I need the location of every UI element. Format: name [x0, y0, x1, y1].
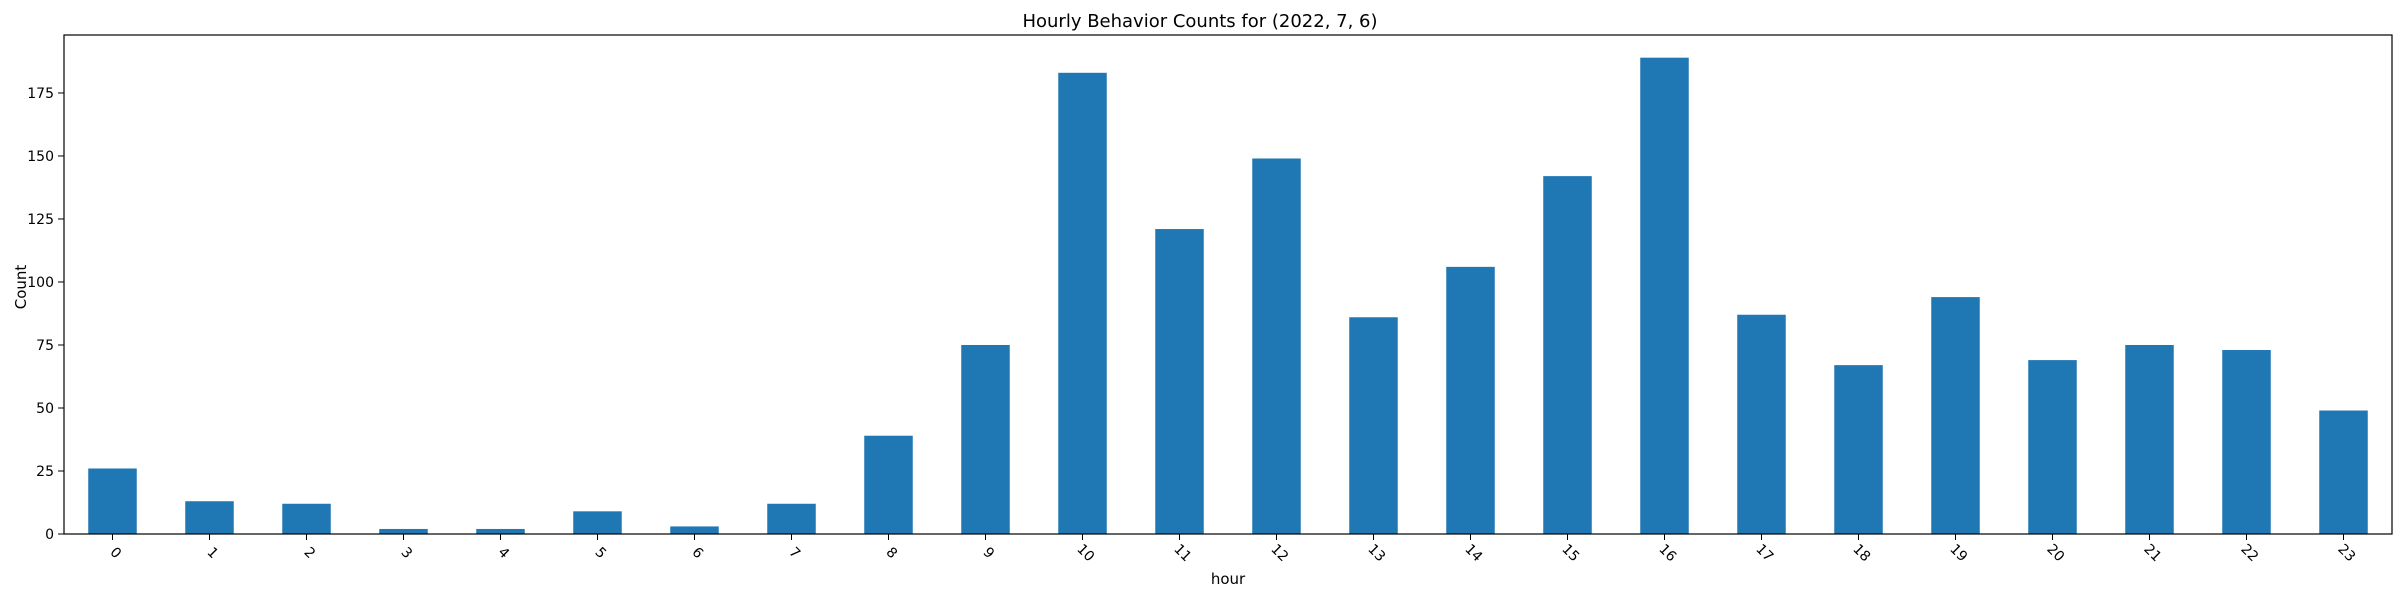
x-tick-label: 18: [1849, 541, 1873, 565]
x-tick-label: 1: [204, 544, 222, 562]
bar-hour-17: [1737, 314, 1786, 534]
bars-layer: [88, 57, 2368, 535]
x-tick-label: 11: [1170, 541, 1194, 565]
chart-title: Hourly Behavior Counts for (2022, 7, 6): [1022, 11, 1377, 32]
bar-hour-5: [573, 511, 622, 534]
x-tick-label: 22: [2237, 541, 2261, 565]
bar-hour-11: [1155, 229, 1204, 535]
bar-hour-15: [1543, 176, 1592, 534]
x-tick-label: 16: [1655, 541, 1679, 565]
y-axis-label: Count: [12, 265, 30, 310]
bar-hour-20: [2028, 360, 2077, 534]
bar-hour-6: [670, 526, 719, 534]
bar-hour-22: [2222, 350, 2271, 534]
y-tick-label: 175: [27, 86, 54, 102]
x-ticks-layer: 0 1 2 3 4 5 6 7 8 9 10 11 12 13 14 15 16 17 18 19 20 21 22 23: [107, 534, 2358, 565]
bar-hour-3: [379, 528, 428, 534]
x-tick-label: 5: [592, 544, 610, 562]
x-tick-label: 10: [1073, 541, 1097, 565]
y-tick-label: 150: [27, 149, 54, 165]
y-tick-label: 100: [27, 275, 54, 291]
x-tick-label: 9: [980, 544, 998, 562]
bar-hour-19: [1931, 297, 1980, 534]
x-tick-label: 0: [107, 544, 125, 562]
x-tick-label: 6: [689, 544, 707, 562]
bar-hour-23: [2319, 410, 2368, 534]
bar-hour-1: [185, 501, 234, 534]
x-tick-label: 20: [2043, 541, 2067, 565]
x-axis-label: hour: [1211, 570, 1246, 588]
x-tick-label: 2: [301, 544, 319, 562]
x-tick-label: 15: [1558, 541, 1582, 565]
x-tick-label: 7: [786, 544, 804, 562]
bar-hour-16: [1640, 57, 1689, 534]
x-tick-label: 4: [495, 544, 513, 562]
bar-hour-18: [1834, 365, 1883, 534]
bar-hour-14: [1446, 266, 1495, 534]
bar-hour-9: [961, 344, 1010, 534]
plot-frame: [63, 34, 2393, 535]
bar-hour-8: [864, 435, 913, 534]
x-tick-label: 21: [2140, 541, 2164, 565]
bar-hour-4: [476, 528, 525, 534]
bar-hour-2: [282, 503, 331, 534]
bar-hour-13: [1349, 317, 1398, 534]
y-tick-label: 50: [36, 401, 54, 417]
y-tick-label: 25: [36, 464, 54, 480]
y-tick-label: 125: [27, 212, 54, 228]
y-axis-label-group: Count: [12, 265, 30, 310]
x-tick-label: 23: [2334, 541, 2358, 565]
y-ticks-layer: 0 25 50 75 100 125 150 175: [27, 86, 64, 543]
y-tick-label: 0: [45, 527, 54, 543]
bar-hour-7: [767, 503, 816, 534]
y-tick-label: 75: [36, 338, 54, 354]
x-tick-label: 3: [398, 544, 416, 562]
x-tick-label: 19: [1946, 541, 1970, 565]
x-tick-label: 17: [1752, 541, 1776, 565]
x-tick-label: 12: [1267, 541, 1291, 565]
bar-hour-0: [88, 468, 137, 534]
x-tick-label: 14: [1461, 541, 1485, 565]
bar-hour-10: [1058, 72, 1107, 534]
x-tick-label: 8: [883, 544, 901, 562]
bar-hour-12: [1252, 158, 1301, 534]
bar-hour-21: [2125, 344, 2174, 534]
x-tick-label: 13: [1364, 541, 1388, 565]
